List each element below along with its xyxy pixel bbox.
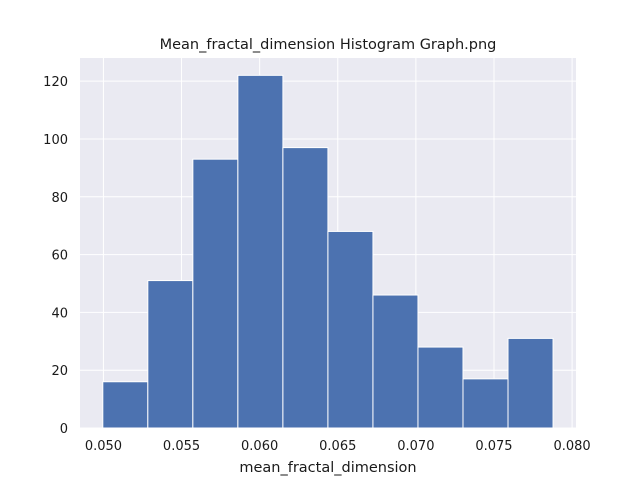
x-tick-label: 0.050 (85, 439, 122, 454)
x-tick-label: 0.070 (397, 439, 434, 454)
histogram-bars (102, 74, 554, 429)
x-tick-label: 0.075 (475, 439, 512, 454)
histogram-bar (102, 381, 149, 429)
x-axis-label: mean_fractal_dimension (239, 460, 416, 476)
y-tick-label: 0 (60, 422, 68, 437)
histogram-bar (372, 294, 419, 429)
y-tick-labels: 0 20 40 60 80 100 120 (43, 75, 68, 437)
histogram-bar (192, 158, 239, 429)
chart-title: Mean_fractal_dimension Histogram Graph.p… (160, 37, 497, 53)
x-tick-label: 0.055 (163, 439, 200, 454)
histogram-bar (237, 74, 284, 429)
x-tick-label: 0.065 (319, 439, 356, 454)
histogram-bar (282, 147, 329, 429)
histogram-bar (507, 337, 554, 429)
histogram-bar (462, 378, 509, 429)
histogram-bar (327, 230, 374, 429)
x-tick-labels: 0.050 0.055 0.060 0.065 0.070 0.075 0.080 (85, 439, 591, 454)
histogram-bar (417, 346, 464, 429)
y-tick-label: 80 (51, 191, 68, 206)
histogram-bar (147, 280, 194, 429)
y-tick-label: 120 (43, 75, 68, 90)
x-tick-label: 0.080 (553, 439, 590, 454)
y-tick-label: 20 (51, 364, 68, 379)
x-tick-label: 0.060 (241, 439, 278, 454)
y-tick-label: 40 (51, 306, 68, 321)
y-tick-label: 100 (43, 133, 68, 148)
y-tick-label: 60 (51, 249, 68, 264)
